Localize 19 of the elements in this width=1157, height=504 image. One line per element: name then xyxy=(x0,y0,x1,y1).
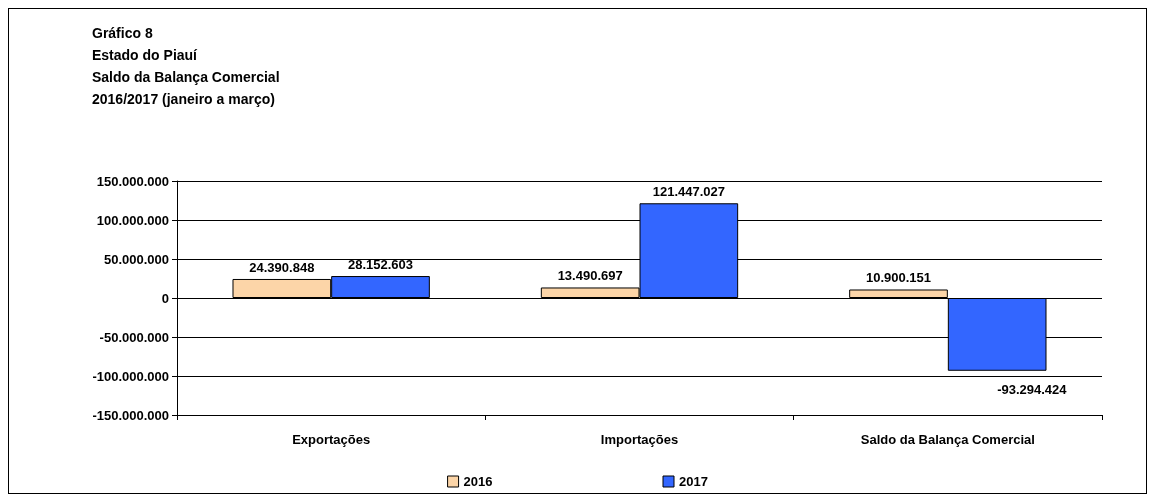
legend-label: 2017 xyxy=(679,474,708,489)
data-label: 24.390.848 xyxy=(249,259,315,275)
data-label: 121.447.027 xyxy=(652,184,725,200)
x-tick-label: Exportações xyxy=(292,432,371,447)
x-tick-label: Saldo da Balança Comercial xyxy=(860,432,1035,447)
y-tick-label: 0 xyxy=(161,290,169,306)
chart-title: Gráfico 8 Estado do Piauí Saldo da Balança Comercial 2016/2017 (janeiro a março) xyxy=(92,25,280,107)
y-tick-label: 50.000.000 xyxy=(103,251,169,267)
y-tick-label: -150.000.000 xyxy=(92,407,169,423)
legend-label: 2016 xyxy=(463,474,493,489)
data-label: -93.294.424 xyxy=(997,381,1068,397)
y-tick-label: 150.000.000 xyxy=(96,173,169,189)
data-label: 10.900.151 xyxy=(865,270,932,286)
data-label: 13.490.697 xyxy=(557,268,623,284)
data-label: 28.152.603 xyxy=(347,257,414,273)
y-tick-label: -50.000.000 xyxy=(99,329,169,345)
x-tick-label: Importações xyxy=(600,432,679,447)
y-tick-label: 100.000.000 xyxy=(96,212,169,228)
y-tick-label: -100.000.000 xyxy=(92,368,169,384)
